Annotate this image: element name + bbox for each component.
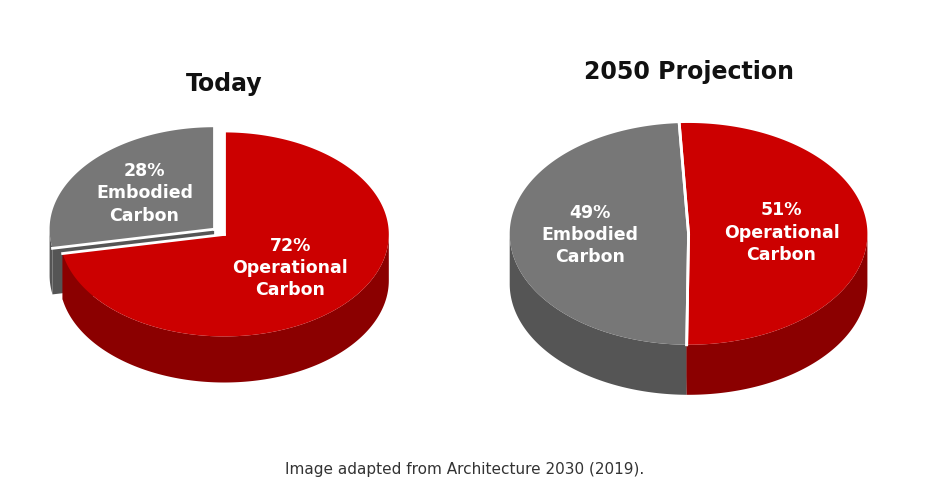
Polygon shape [686,233,868,395]
Polygon shape [686,234,688,395]
Polygon shape [62,235,389,383]
Text: Image adapted from Architecture 2030 (2019).: Image adapted from Architecture 2030 (20… [286,462,644,477]
Text: 49%
Embodied
Carbon: 49% Embodied Carbon [541,204,639,267]
Polygon shape [686,234,688,395]
Text: 28%
Embodied
Carbon: 28% Embodied Carbon [96,162,193,225]
Polygon shape [62,234,224,300]
Polygon shape [49,228,52,295]
Text: 2050 Projection: 2050 Projection [583,60,793,83]
Text: Today: Today [186,72,262,96]
Polygon shape [49,127,214,248]
Polygon shape [62,133,389,336]
Text: 72%
Operational
Carbon: 72% Operational Carbon [232,237,348,299]
Polygon shape [679,123,868,345]
Polygon shape [52,229,214,295]
Polygon shape [510,123,688,345]
Text: 51%
Operational
Carbon: 51% Operational Carbon [724,201,840,264]
Polygon shape [510,233,686,395]
